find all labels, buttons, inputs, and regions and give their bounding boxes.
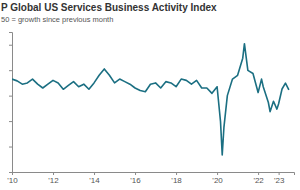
x-tick-label: '23 [274, 176, 285, 185]
x-tick: '14 [89, 172, 100, 185]
x-tick: '23 [274, 172, 285, 185]
x-tick-mark [176, 172, 177, 175]
x-tick-label: '10 [7, 176, 18, 185]
x-tick: '22 [253, 172, 264, 185]
x-tick-label: '16 [130, 176, 141, 185]
x-tick-mark [279, 172, 280, 175]
y-tick [9, 70, 12, 71]
plot-area [12, 44, 289, 155]
y-tick [9, 147, 12, 148]
y-tick-mark [9, 70, 12, 71]
y-tick-mark [9, 45, 12, 46]
data-line [12, 44, 289, 155]
title: P Global US Services Business Activity I… [1, 2, 217, 13]
y-tick-mark [9, 172, 12, 173]
y-tick [9, 121, 12, 122]
y-tick [9, 172, 12, 173]
y-tick [9, 45, 12, 46]
x-tick: '10 [7, 172, 18, 185]
x-axis: '10 '12 '14 '16 '18 '20 '22 '23 [7, 172, 294, 185]
x-tick: '18 [171, 172, 182, 185]
x-tick-label: '20 [212, 176, 223, 185]
x-tick-label: '12 [48, 176, 59, 185]
x-tick-label: '22 [253, 176, 264, 185]
x-tick-mark [53, 172, 54, 175]
x-tick: '12 [48, 172, 59, 185]
x-axis-line [13, 173, 295, 176]
x-tick-label: '18 [171, 176, 182, 185]
subtitle: 50 = growth since previous month [1, 15, 113, 24]
y-tick-mark [9, 147, 12, 148]
y-axis-line [9, 33, 13, 173]
y-tick [9, 96, 12, 97]
x-tick-mark [217, 172, 218, 175]
x-tick-mark [258, 172, 259, 175]
chart: P Global US Services Business Activity I… [0, 0, 300, 190]
x-tick: '16 [130, 172, 141, 185]
y-tick-mark [9, 96, 12, 97]
x-tick-label: '14 [89, 176, 100, 185]
x-tick-mark [135, 172, 136, 175]
y-axis [9, 33, 13, 173]
x-tick-mark [94, 172, 95, 175]
y-tick-mark [9, 121, 12, 122]
x-tick: '20 [212, 172, 223, 185]
